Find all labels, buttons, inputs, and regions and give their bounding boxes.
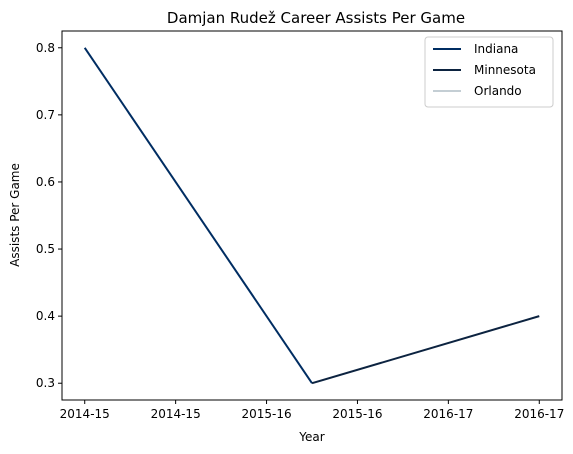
- y-tick-label: 0.6: [36, 175, 55, 189]
- series-line-minnesota: [311, 315, 540, 385]
- plot-area-frame: [61, 30, 563, 401]
- x-axis-label: Year: [298, 430, 324, 444]
- y-tick-label: 0.5: [36, 242, 55, 256]
- y-tick-label: 0.8: [36, 41, 55, 55]
- x-tick-label: 2016-17: [514, 407, 564, 421]
- y-tick-label: 0.3: [36, 376, 55, 390]
- legend-label-orlando: Orlando: [474, 84, 522, 98]
- series-layer: [83, 47, 540, 385]
- legend-label-indiana: Indiana: [474, 42, 518, 56]
- x-tick-label: 2016-17: [423, 407, 473, 421]
- y-axis-label: Assists Per Game: [8, 163, 22, 267]
- legend-label-minnesota: Minnesota: [474, 63, 536, 77]
- series-line-indiana: [83, 47, 313, 384]
- y-tick-label: 0.4: [36, 309, 55, 323]
- legend: Indiana Minnesota Orlando: [424, 36, 554, 108]
- y-tick-label: 0.7: [36, 108, 55, 122]
- chart-title: Damjan Rudež Career Assists Per Game: [167, 9, 465, 27]
- y-axis: 0.3 0.4 0.5 0.6 0.7 0.8: [36, 41, 62, 390]
- x-axis: 2014-15 2014-15 2015-16 2015-16 2016-17 2016-…: [60, 400, 564, 421]
- x-tick-label: 2014-15: [151, 407, 201, 421]
- x-tick-label: 2015-16: [332, 407, 382, 421]
- x-tick-label: 2014-15: [60, 407, 110, 421]
- x-tick-label: 2015-16: [241, 407, 291, 421]
- legend-box: [424, 36, 554, 108]
